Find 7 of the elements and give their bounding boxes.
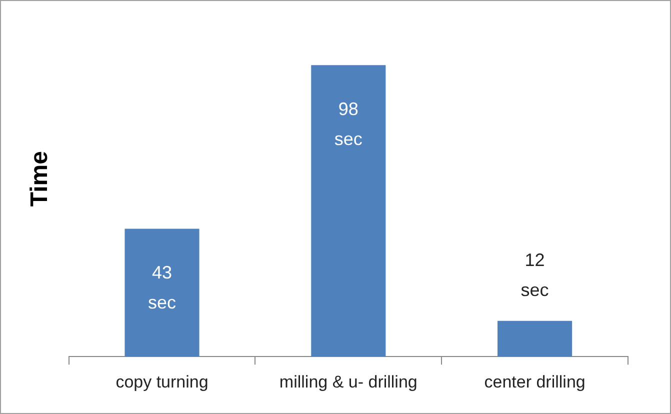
data-label: 12 sec [520,250,549,300]
data-label: 98 sec [334,99,362,150]
x-tick-label: copy turning [116,372,208,392]
x-tick-label: milling & u- drilling [279,372,418,392]
data-label: 43 sec [148,262,176,313]
x-tick-label: center drilling [484,372,586,392]
y-axis-title: Time [26,151,54,207]
